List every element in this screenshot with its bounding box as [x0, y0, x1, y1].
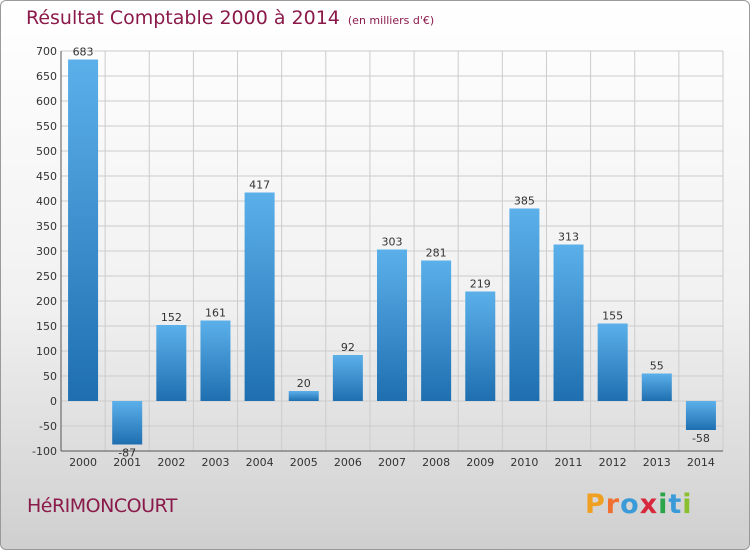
- data-label: 303: [382, 236, 403, 249]
- proxiti-logo: Proxiti: [585, 489, 693, 520]
- axes: -100 -50 0 50 100 150 200 250 300 350 400 450 500 550…: [32, 45, 723, 469]
- bar: [641, 373, 672, 401]
- y-tick-label: 500: [36, 145, 57, 158]
- y-tick-label: -100: [32, 445, 57, 458]
- data-label: 20: [297, 377, 311, 390]
- bars: [68, 59, 716, 445]
- y-tick-label: 0: [50, 395, 57, 408]
- logo-letter: i: [658, 489, 669, 520]
- logo-letter: r: [605, 489, 621, 520]
- bar: [465, 291, 496, 401]
- y-tick-label: 650: [36, 70, 57, 83]
- chart-title: Résultat Comptable 2000 à 2014 (en millie…: [26, 7, 434, 29]
- bar: [244, 192, 275, 401]
- x-tick-label: 2014: [687, 456, 715, 469]
- y-tick-label: 400: [36, 195, 57, 208]
- y-tick-label: 250: [36, 270, 57, 283]
- bar: [332, 355, 363, 401]
- bar: [377, 249, 407, 401]
- commune-name: HéRIMONCOURT: [27, 495, 177, 517]
- logo-letter: x: [639, 489, 659, 520]
- bar: [597, 323, 628, 401]
- x-tick-label: 2006: [334, 456, 362, 469]
- logo-letter: P: [585, 489, 606, 520]
- data-label: 683: [73, 46, 94, 59]
- bar: [156, 325, 187, 401]
- y-tick-label: 550: [36, 120, 57, 133]
- bar: [200, 320, 231, 401]
- y-tick-label: 50: [43, 370, 57, 383]
- data-label: 219: [470, 278, 491, 291]
- bar: [68, 59, 99, 401]
- bar: [288, 391, 319, 401]
- y-tick-label: 450: [36, 170, 57, 183]
- x-tick-label: 2002: [157, 456, 185, 469]
- x-tick-label: 2005: [290, 456, 318, 469]
- y-tick-label: 200: [36, 295, 57, 308]
- chart-title-text: Résultat Comptable 2000 à 2014: [26, 7, 340, 29]
- y-tick-label: 300: [36, 245, 57, 258]
- y-tick-label: 350: [36, 220, 57, 233]
- data-label: 313: [558, 231, 579, 244]
- logo-letter: t: [668, 489, 683, 520]
- y-tick-label: 700: [36, 45, 57, 58]
- x-tick-label: 2011: [555, 456, 583, 469]
- x-tick-label: 2003: [201, 456, 229, 469]
- x-tick-label: 2012: [599, 456, 627, 469]
- y-tick-label: 600: [36, 95, 57, 108]
- x-tick-label: 2009: [466, 456, 494, 469]
- data-label: 92: [341, 341, 355, 354]
- x-tick-label: 2004: [246, 456, 274, 469]
- data-label: -58: [692, 432, 710, 445]
- x-tick-label: 2001: [113, 456, 141, 469]
- x-tick-label: 2000: [69, 456, 97, 469]
- x-tick-label: 2013: [643, 456, 671, 469]
- y-tick-label: 150: [36, 320, 57, 333]
- x-tick-label: 2010: [510, 456, 538, 469]
- data-label: 152: [161, 311, 182, 324]
- data-label: -87: [118, 447, 136, 460]
- logo-letter: o: [620, 489, 640, 520]
- grid: [60, 50, 724, 452]
- logo-letter: i: [682, 489, 693, 520]
- chart-unit: (en milliers d'€): [347, 14, 435, 27]
- x-tick-label: 2008: [422, 456, 450, 469]
- bar: [421, 260, 452, 401]
- y-tick-label: 100: [36, 345, 57, 358]
- bar: [509, 208, 540, 401]
- bar: [685, 401, 716, 430]
- y-tick-label: -50: [39, 420, 57, 433]
- x-tick-label: 2007: [378, 456, 406, 469]
- data-label: 385: [514, 195, 535, 208]
- data-label: 417: [249, 179, 270, 192]
- bar: [112, 401, 143, 445]
- data-label: 281: [426, 247, 447, 260]
- data-label: 55: [650, 360, 664, 373]
- bar: [553, 244, 584, 401]
- data-label: 161: [205, 307, 226, 320]
- data-label: 155: [602, 310, 623, 323]
- data-labels: 683 -87 152 161 417 20 92 303 281 219 385 313 155 55 -…: [73, 46, 710, 460]
